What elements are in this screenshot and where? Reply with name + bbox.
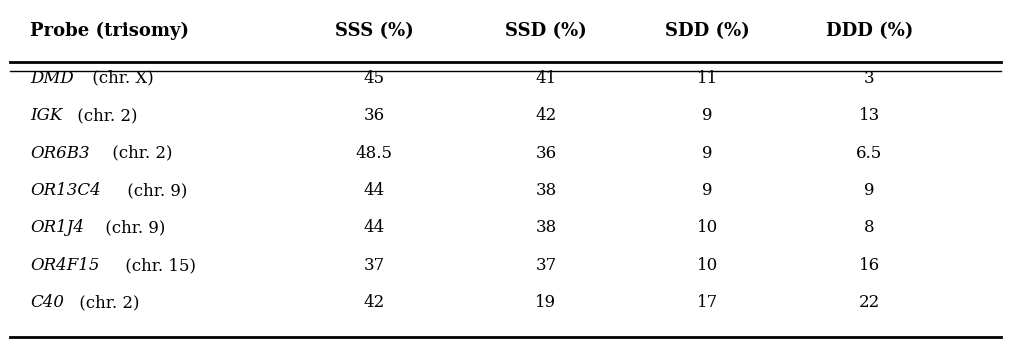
Text: 16: 16 (859, 257, 880, 274)
Text: SSS (%): SSS (%) (335, 22, 413, 40)
Text: OR13C4: OR13C4 (30, 182, 101, 199)
Text: 42: 42 (535, 107, 557, 124)
Text: C40: C40 (30, 295, 65, 311)
Text: OR6B3: OR6B3 (30, 145, 90, 161)
Text: 38: 38 (535, 182, 557, 199)
Text: (chr. 2): (chr. 2) (74, 295, 140, 311)
Text: Probe (trisomy): Probe (trisomy) (30, 22, 189, 40)
Text: 48.5: 48.5 (356, 145, 392, 161)
Text: 17: 17 (697, 295, 719, 311)
Text: DDD (%): DDD (%) (826, 22, 913, 40)
Text: 36: 36 (364, 107, 384, 124)
Text: (chr. 9): (chr. 9) (100, 220, 166, 236)
Text: (chr. 9): (chr. 9) (121, 182, 187, 199)
Text: 37: 37 (363, 257, 385, 274)
Text: OR1J4: OR1J4 (30, 220, 84, 236)
Text: 38: 38 (535, 220, 557, 236)
Text: 42: 42 (363, 295, 385, 311)
Text: SSD (%): SSD (%) (506, 22, 586, 40)
Text: 22: 22 (858, 295, 881, 311)
Text: 13: 13 (858, 107, 881, 124)
Text: 10: 10 (697, 220, 719, 236)
Text: 45: 45 (364, 70, 384, 86)
Text: SDD (%): SDD (%) (665, 22, 750, 40)
Text: 9: 9 (864, 182, 875, 199)
Text: 36: 36 (536, 145, 556, 161)
Text: 11: 11 (697, 70, 719, 86)
Text: 41: 41 (535, 70, 557, 86)
Text: (chr. 2): (chr. 2) (72, 107, 137, 124)
Text: 9: 9 (703, 182, 713, 199)
Text: (chr. X): (chr. X) (87, 70, 154, 86)
Text: (chr. 15): (chr. 15) (120, 257, 196, 274)
Text: 19: 19 (536, 295, 556, 311)
Text: OR4F15: OR4F15 (30, 257, 100, 274)
Text: 3: 3 (864, 70, 875, 86)
Text: 44: 44 (363, 182, 385, 199)
Text: 37: 37 (535, 257, 557, 274)
Text: IGK: IGK (30, 107, 63, 124)
Text: 6.5: 6.5 (856, 145, 883, 161)
Text: (chr. 2): (chr. 2) (107, 145, 173, 161)
Text: 8: 8 (864, 220, 875, 236)
Text: 9: 9 (703, 145, 713, 161)
Text: 10: 10 (697, 257, 719, 274)
Text: 44: 44 (363, 220, 385, 236)
Text: 9: 9 (703, 107, 713, 124)
Text: DMD: DMD (30, 70, 74, 86)
